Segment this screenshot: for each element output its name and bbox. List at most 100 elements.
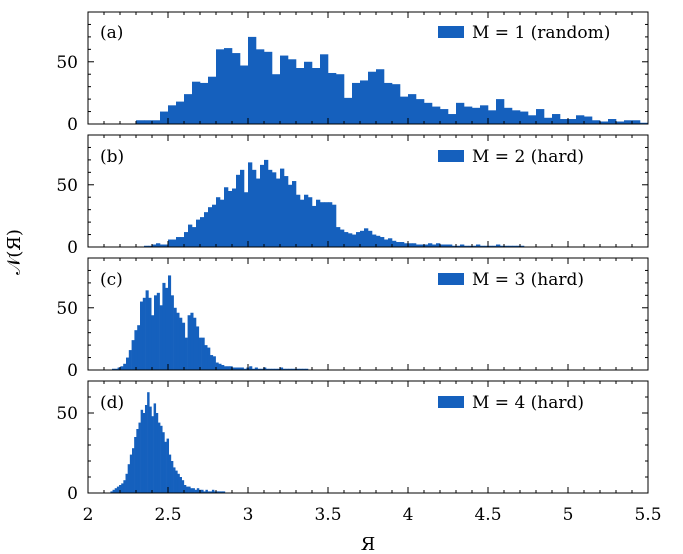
bar bbox=[508, 245, 513, 247]
bar bbox=[260, 164, 265, 247]
bar bbox=[157, 422, 161, 493]
bar bbox=[364, 228, 369, 247]
bar bbox=[448, 244, 453, 247]
bar bbox=[276, 178, 281, 247]
bar bbox=[380, 237, 385, 247]
bar bbox=[544, 117, 553, 124]
bar bbox=[177, 473, 180, 493]
bar bbox=[248, 162, 253, 247]
bar bbox=[252, 169, 257, 247]
bar bbox=[552, 114, 561, 124]
legend-panel-d: M = 4 (hard) bbox=[438, 393, 584, 413]
bar bbox=[138, 422, 141, 493]
bar bbox=[215, 362, 219, 370]
bar bbox=[384, 239, 389, 247]
x-tick-label: 5.5 bbox=[634, 505, 661, 525]
bar bbox=[240, 367, 244, 370]
bar bbox=[464, 245, 469, 247]
bar bbox=[162, 282, 166, 370]
bar bbox=[452, 245, 457, 247]
bar bbox=[280, 168, 285, 247]
bar bbox=[220, 491, 224, 493]
bar bbox=[224, 187, 229, 247]
bars-panel-a bbox=[136, 36, 648, 124]
bar bbox=[520, 245, 525, 247]
bar bbox=[149, 406, 152, 493]
bar bbox=[328, 202, 333, 247]
bar bbox=[144, 120, 153, 124]
bar bbox=[190, 488, 193, 493]
bar bbox=[131, 340, 135, 370]
bar bbox=[277, 368, 281, 370]
bar bbox=[520, 111, 529, 124]
bar bbox=[129, 454, 133, 493]
bar bbox=[148, 245, 153, 247]
bar bbox=[144, 245, 149, 247]
y-tick-label: 50 bbox=[56, 176, 78, 196]
bar bbox=[155, 413, 159, 493]
bar bbox=[224, 48, 233, 124]
x-tick-label: 4 bbox=[403, 505, 414, 525]
bar bbox=[208, 76, 217, 124]
y-tick-label: 0 bbox=[67, 115, 78, 135]
bar bbox=[179, 477, 182, 493]
bar bbox=[240, 169, 245, 247]
bar bbox=[187, 315, 191, 370]
bar bbox=[372, 234, 377, 247]
bar bbox=[114, 368, 118, 370]
bar bbox=[203, 491, 206, 493]
frame-panel-a bbox=[87, 11, 649, 125]
bar bbox=[468, 245, 473, 247]
bar bbox=[147, 392, 150, 493]
bar bbox=[179, 317, 183, 370]
bar bbox=[504, 107, 513, 124]
bar bbox=[336, 227, 341, 247]
bar bbox=[156, 292, 160, 370]
legend-panel-c: M = 3 (hard) bbox=[438, 270, 584, 290]
frame-panel-d bbox=[87, 380, 649, 494]
bar bbox=[184, 337, 188, 370]
bar bbox=[164, 441, 167, 493]
frame-panel-b bbox=[87, 134, 649, 248]
bar bbox=[119, 485, 122, 493]
bar bbox=[268, 368, 272, 370]
bar bbox=[592, 120, 601, 124]
bar bbox=[232, 188, 237, 247]
bar bbox=[305, 368, 309, 370]
legend-swatch-d bbox=[438, 396, 464, 408]
bar bbox=[304, 194, 309, 247]
x-tick-labels: 2 2.5 3 3.5 4 4.5 5 5.5 bbox=[83, 505, 662, 525]
bar bbox=[151, 315, 155, 370]
bar bbox=[172, 239, 177, 247]
bar bbox=[285, 368, 289, 370]
bar bbox=[159, 305, 163, 370]
bar bbox=[412, 243, 417, 247]
bar bbox=[132, 448, 135, 493]
panel-d: 0 50 (d) M = 4 (hard) bbox=[56, 380, 649, 504]
bar bbox=[396, 242, 401, 247]
x-tick-label: 4.5 bbox=[474, 505, 501, 525]
legend-panel-a: M = 1 (random) bbox=[438, 23, 610, 43]
bar bbox=[165, 287, 169, 370]
bar bbox=[112, 368, 116, 370]
bar bbox=[168, 275, 172, 370]
bars-panel-c bbox=[112, 275, 309, 370]
bar bbox=[216, 197, 221, 247]
bar bbox=[448, 114, 457, 124]
bar bbox=[160, 244, 165, 247]
bar bbox=[240, 65, 249, 124]
bar bbox=[424, 102, 433, 124]
panel-label-a: (a) bbox=[100, 23, 123, 43]
bar bbox=[193, 317, 197, 370]
bar bbox=[288, 368, 292, 370]
bar bbox=[472, 107, 481, 124]
ticks-panel-b: 0 50 bbox=[56, 134, 649, 258]
bar bbox=[184, 232, 189, 247]
bar bbox=[166, 438, 170, 493]
bar bbox=[229, 366, 233, 370]
bar bbox=[368, 71, 377, 124]
bar bbox=[210, 355, 214, 370]
y-tick-label: 50 bbox=[56, 53, 78, 73]
bar bbox=[360, 80, 369, 124]
